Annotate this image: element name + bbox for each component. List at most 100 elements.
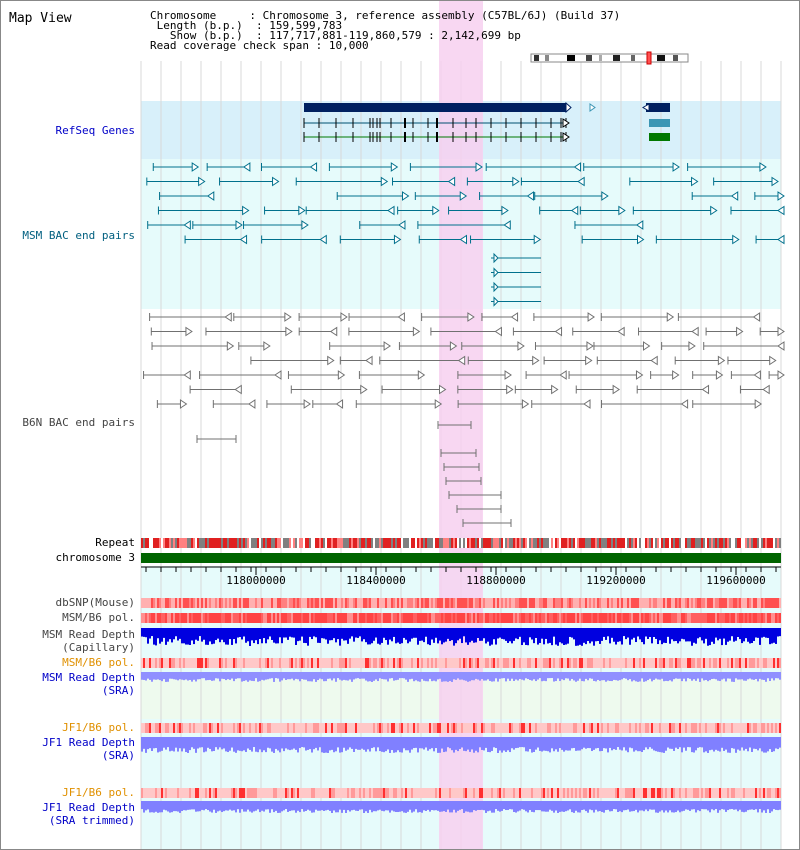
track-label-chromosome[interactable]: chromosome 3 [55,551,135,564]
track-label-jf1-depth-trim-1[interactable]: JF1 Read Depth [42,801,135,814]
msm-capillary-depth-bar [231,628,233,645]
repeat-block [629,538,631,548]
jf1-trimmed-depth-bar [403,801,405,813]
track-label-msm-pol-1[interactable]: MSM/B6 pol. [62,611,135,624]
msm-pol-cell [481,613,483,623]
msm-capillary-depth-bar [521,628,523,646]
track-label-msm-pol-2[interactable]: MSM/B6 pol. [62,656,135,669]
jf1-pol2-cell [145,788,147,798]
track-label-refseq[interactable]: RefSeq Genes [55,124,135,137]
jf1-sra-depth-bar [469,737,471,752]
track-label-jf1-depth-sra-1[interactable]: JF1 Read Depth [42,736,135,749]
jf1-pol-cell [197,723,199,733]
msm-sra-depth-bar [143,672,145,680]
jf1-pol-cell [175,723,177,733]
jf1-pol2-cell [397,788,399,798]
dbsnp-cell [605,598,607,608]
jf1-pol-cell [213,723,215,733]
dbsnp-cell [443,598,445,608]
msm-pol-cell [739,613,741,623]
repeat-block [679,538,681,548]
track-label-b6n-bac[interactable]: B6N BAC end pairs [22,416,135,429]
msm-pol2-cell [233,658,235,668]
msm-sra-depth-bar [733,672,735,682]
jf1-trimmed-depth-bar [443,801,445,812]
jf1-pol-cell [373,723,375,733]
track-label-dbsnp[interactable]: dbSNP(Mouse) [55,596,135,609]
jf1-pol2-cell [309,788,311,798]
repeat-block [361,538,363,548]
msm-sra-depth-bar [223,672,225,679]
jf1-trimmed-depth-bar [695,801,697,813]
msm-capillary-depth-bar [273,628,275,643]
dbsnp-cell [405,598,407,608]
jf1-sra-depth-bar [323,737,325,753]
msm-pol-cell [431,613,433,623]
jf1-trimmed-depth-bar [161,801,163,813]
track-label-jf1-pol-1[interactable]: JF1/B6 pol. [62,721,135,734]
jf1-pol-cell [765,723,767,733]
jf1-trimmed-depth-bar [647,801,649,812]
msm-pol2-cell [665,658,667,668]
dbsnp-cell [253,598,255,608]
msm-pol2-cell [503,658,505,668]
msm-sra-depth-bar [641,672,643,679]
track-label-msm-depth-cap-1[interactable]: MSM Read Depth [42,628,135,641]
msm-bac-pair-arrow [198,176,206,187]
jf1-sra-depth-bar [231,737,233,748]
track-label-msm-bac[interactable]: MSM BAC end pairs [22,229,135,242]
dbsnp-cell [351,598,353,608]
msm-capillary-depth-bar [225,628,227,645]
repeat-block [647,538,649,548]
b6n-bac-pair-arrow [777,341,785,351]
msm-pol2-cell [279,658,281,668]
jf1-trimmed-depth-bar [261,801,263,811]
msm-sra-depth-bar [511,672,513,679]
jf1-sra-depth-bar [487,737,489,752]
msm-bac-pair-arrow [432,205,440,216]
msm-sra-depth-bar [295,672,297,679]
msm-pol-cell [691,613,693,623]
msm-sra-depth-bar [261,672,263,680]
jf1-pol-cell [771,723,773,733]
msm-bac-pair-arrow [493,281,499,293]
msm-pol-cell [473,613,475,623]
msm-capillary-depth-bar [733,628,735,642]
repeat-block [451,538,453,548]
dbsnp-cell [481,598,483,608]
msm-pol2-cell [641,658,643,668]
jf1-pol2-cell [149,788,151,798]
jf1-pol2-cell [277,788,279,798]
msm-pol-cell [213,613,215,623]
msm-pol2-cell [357,658,359,668]
jf1-pol2-cell [727,788,729,798]
jf1-pol2-cell [203,788,205,798]
jf1-sra-depth-bar [777,737,779,750]
msm-pol2-cell [755,658,757,668]
jf1-trimmed-depth-bar [661,801,663,811]
track-label-msm-depth-sra-1[interactable]: MSM Read Depth [42,671,135,684]
jf1-pol2-cell [637,788,639,798]
msm-pol2-cell [763,658,765,668]
jf1-pol-cell [663,723,665,733]
jf1-pol2-cell [615,788,617,798]
jf1-pol2-cell [509,788,511,798]
jf1-pol2-cell [165,788,167,798]
repeat-block [369,538,371,548]
jf1-pol-cell [263,723,265,733]
track-label-jf1-depth-sra-2: (SRA) [101,749,135,762]
msm-pol-cell [655,613,657,623]
msm-capillary-depth-bar [189,628,191,645]
repeat-block [349,538,351,548]
b6n-bac-pair-arrow [617,326,625,337]
msm-sra-depth-bar [639,672,641,682]
dbsnp-cell [271,598,273,608]
jf1-sra-depth-bar [573,737,575,748]
track-label-repeat[interactable]: Repeat [95,536,135,549]
jf1-trimmed-depth-bar [313,801,315,813]
track-label-jf1-pol-2[interactable]: JF1/B6 pol. [62,786,135,799]
msm-sra-depth-bar [547,672,549,679]
axis-tick-label: 119200000 [586,574,646,587]
jf1-trimmed-depth-bar [697,801,699,811]
